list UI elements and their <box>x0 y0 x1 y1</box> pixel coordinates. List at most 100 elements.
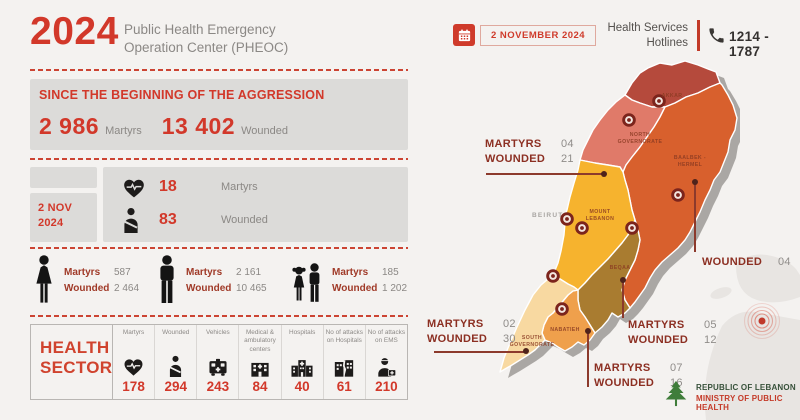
daily-wounded-value: 83 <box>159 211 177 229</box>
children-martyrs-value: 185 <box>382 267 399 278</box>
region-label-south-2: GOVERNORATE <box>510 342 555 348</box>
hs-col-value: 210 <box>375 379 398 394</box>
hs-col-wounded: Wounded 294 <box>154 325 196 399</box>
hs-col-vehicles: Vehicles 243 <box>196 325 238 399</box>
hotline-divider <box>697 20 700 51</box>
hs-col-label: Martyrs <box>122 329 145 336</box>
woman-icon <box>33 255 55 309</box>
hotline-number: 1214 - 1787 <box>729 29 770 59</box>
daily-date-line1: 2 NOV <box>38 202 73 214</box>
callout-line <box>587 331 589 387</box>
daily-date-line2: 2024 <box>38 217 64 230</box>
logo-country: REPUBLIC OF LEBANON <box>696 383 796 392</box>
region-label-akkar: AKKAR <box>662 93 683 99</box>
region-label-baalbek-2: HERMEL <box>678 162 703 168</box>
aggression-title: SINCE THE BEGINNING OF THE AGGRESSION <box>39 88 325 102</box>
region-label-north-1: NORTH <box>630 132 650 138</box>
callout-beqaa: MARTYRS 05 WOUNDED 12 <box>628 319 717 349</box>
callout-value: 05 <box>704 319 717 331</box>
region-label-baalbek-1: BAALBEK - <box>674 155 706 161</box>
heart-pulse-icon <box>121 176 151 199</box>
total-martyrs-label: Martyrs <box>105 125 142 137</box>
hs-col-medical-centers: Medical & ambulatory centers 84 <box>238 325 280 399</box>
hotline-label-line2: Hotlines <box>646 36 688 49</box>
world-map-background <box>704 254 800 420</box>
hs-col-label: No of attacks on Hospitals <box>325 329 363 345</box>
beirut-city-label: BEIRUT <box>532 212 564 219</box>
paramedic-icon <box>366 352 407 377</box>
men-martyrs-value: 2 161 <box>236 267 262 278</box>
divider <box>30 315 408 317</box>
callout-label: MARTYRS <box>628 319 685 331</box>
callout-value: 30 <box>503 333 516 345</box>
hs-col-value: 40 <box>294 379 310 394</box>
callout-value: 12 <box>704 334 717 346</box>
region-label-nabatieh: NABATIEH <box>550 327 580 333</box>
hotline-label: Health Services Hotlines <box>570 21 688 51</box>
hs-col-label: Hospitals <box>288 329 316 336</box>
women-martyrs-label: Martyrs <box>64 267 101 278</box>
report-date-text: 2 NOVEMBER 2024 <box>480 24 597 46</box>
men-wounded-label: Wounded <box>186 282 232 294</box>
hs-col-value: 61 <box>336 379 352 394</box>
hs-col-attacks-hospitals: No of attacks on Hospitals 61 <box>322 325 365 399</box>
heart-pulse-icon <box>113 352 154 377</box>
region-label-north-2: GOVERNORATE <box>618 139 663 145</box>
callout-value: 21 <box>561 153 574 165</box>
callout-line <box>434 351 524 353</box>
daily-wounded-row: 83 Wounded <box>121 207 408 234</box>
radar-pulse-icon <box>743 302 781 340</box>
callout-value: 04 <box>778 256 791 268</box>
callout-baalbek-hermel: WOUNDED 04 <box>702 256 791 271</box>
daily-martyrs-value: 18 <box>159 178 177 196</box>
hs-col-value: 178 <box>122 379 145 394</box>
cedar-tree-icon <box>662 379 690 412</box>
men-wounded-value: 10 465 <box>236 282 267 294</box>
page-title-line1: Public Health Emergency <box>124 22 276 37</box>
aggression-stats: 2 986 Martyrs 13 402 Wounded <box>39 113 288 140</box>
hs-col-label: Wounded <box>162 329 190 336</box>
callout-dot <box>585 328 591 334</box>
calendar-icon <box>453 24 475 46</box>
callout-value: 02 <box>503 318 516 330</box>
callout-label: WOUNDED <box>702 256 763 268</box>
hospital-icon <box>282 352 323 377</box>
daily-wounded-label: Wounded <box>221 214 268 227</box>
ministry-logo: REPUBLIC OF LEBANON MINISTRY OF PUBLIC H… <box>662 379 800 412</box>
attacked-hospital-icon <box>324 352 365 377</box>
daily-date-spacer <box>30 167 97 188</box>
callout-line <box>486 173 604 175</box>
wounded-person-icon <box>155 352 196 377</box>
callout-dot <box>620 277 626 283</box>
wounded-person-icon <box>121 207 151 234</box>
page-title: Public Health Emergency Operation Center… <box>124 21 288 57</box>
women-wounded-value: 2 464 <box>114 282 140 294</box>
report-date-badge: 2 NOVEMBER 2024 <box>453 24 597 46</box>
children-martyrs-label: Martyrs <box>332 267 369 278</box>
hs-col-label: Medical & ambulatory centers <box>244 329 276 353</box>
callout-label: WOUNDED <box>427 333 488 345</box>
man-icon <box>157 255 177 309</box>
callout-label: MARTYRS <box>485 138 542 150</box>
hs-col-value: 294 <box>164 379 187 394</box>
children-icon <box>291 255 323 309</box>
callout-value: 04 <box>561 138 574 150</box>
daily-martyrs-row: 18 Martyrs <box>121 176 408 199</box>
divider <box>30 158 408 160</box>
children-wounded-label: Wounded <box>332 282 378 294</box>
divider <box>30 247 408 249</box>
callout-dot <box>523 348 529 354</box>
total-wounded-label: Wounded <box>241 125 288 137</box>
page-title-line2: Operation Center (PHEOC) <box>124 39 289 55</box>
women-martyrs-value: 587 <box>114 267 131 278</box>
region-label-mount-2: LEBANON <box>586 216 614 222</box>
health-sector-title-line1: HEALTH <box>40 338 110 357</box>
hs-col-hospitals: Hospitals 40 <box>280 325 323 399</box>
men-casualties-group: Martyrs 2 161 Wounded 10 465 <box>157 255 267 309</box>
children-wounded-value: 1 202 <box>382 282 408 294</box>
hs-col-label: No of attacks on EMS <box>367 329 406 345</box>
aggression-totals-panel: SINCE THE BEGINNING OF THE AGGRESSION 2 … <box>30 79 408 150</box>
lebanon-map: AKKAR NORTH GOVERNORATE BAALBEK - HERMEL… <box>499 60 740 378</box>
